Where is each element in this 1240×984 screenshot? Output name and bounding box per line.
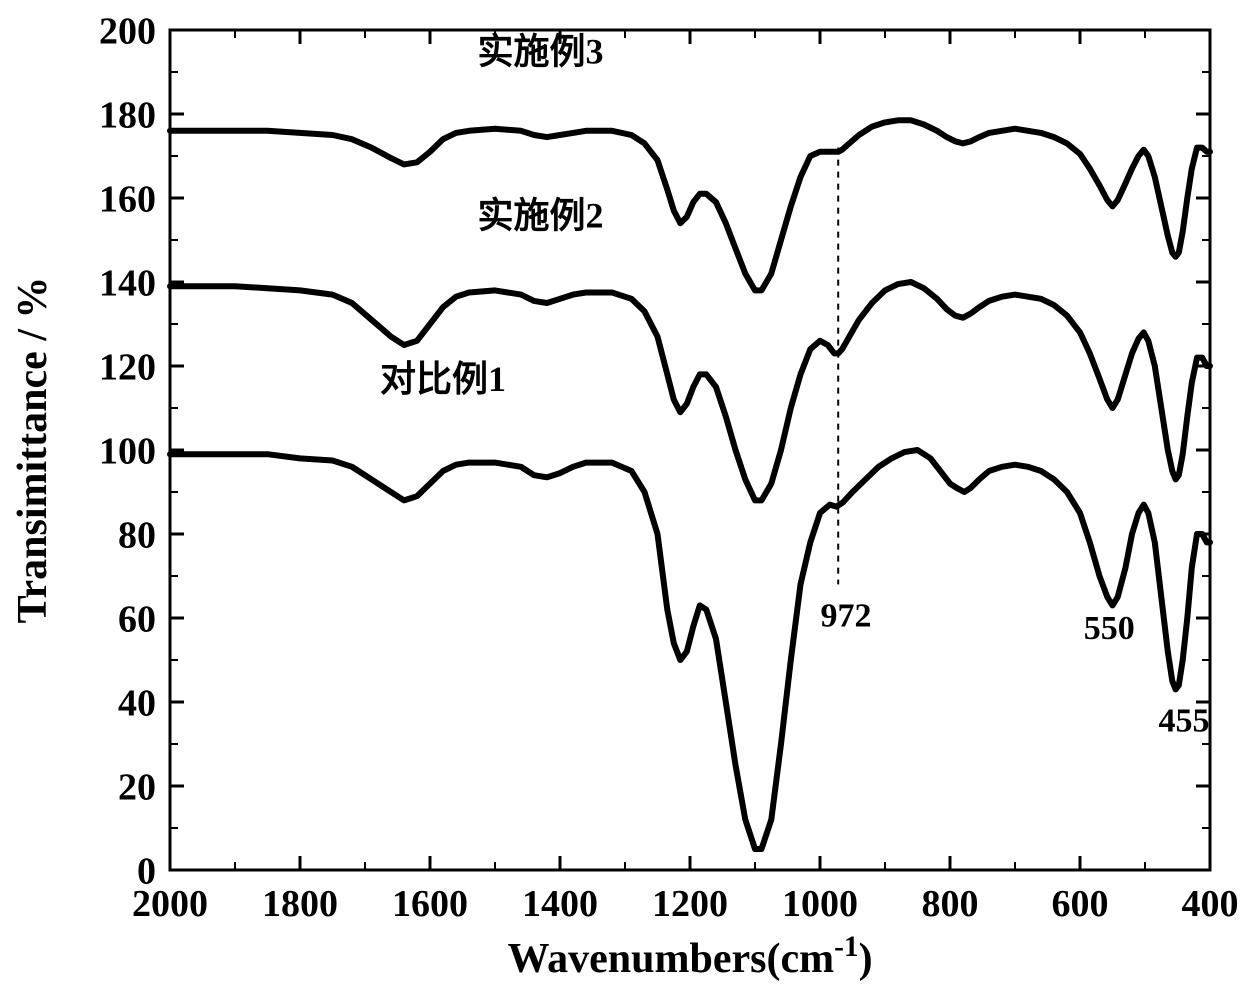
svg-text:对比例1: 对比例1 (380, 359, 506, 399)
svg-text:550: 550 (1084, 610, 1135, 647)
chart-svg: 2000180016001400120010008006004000204060… (0, 0, 1240, 984)
svg-text:600: 600 (1052, 883, 1109, 925)
svg-text:972: 972 (821, 597, 872, 634)
svg-text:60: 60 (118, 598, 156, 640)
svg-text:200: 200 (99, 10, 156, 52)
svg-text:1600: 1600 (392, 883, 468, 925)
svg-text:800: 800 (922, 883, 979, 925)
svg-text:400: 400 (1182, 883, 1239, 925)
svg-text:Transimittance / %: Transimittance / % (10, 277, 56, 624)
svg-text:1200: 1200 (652, 883, 728, 925)
svg-text:455: 455 (1159, 702, 1210, 739)
ftir-chart: 2000180016001400120010008006004000204060… (0, 0, 1240, 984)
svg-text:180: 180 (99, 94, 156, 136)
svg-text:40: 40 (118, 682, 156, 724)
svg-text:实施例2: 实施例2 (477, 195, 603, 235)
svg-text:100: 100 (99, 430, 156, 472)
svg-text:1400: 1400 (522, 883, 598, 925)
svg-text:1000: 1000 (782, 883, 858, 925)
svg-text:0: 0 (137, 850, 156, 892)
svg-text:实施例3: 实施例3 (477, 32, 603, 72)
svg-text:1800: 1800 (262, 883, 338, 925)
svg-text:160: 160 (99, 178, 156, 220)
svg-text:140: 140 (99, 262, 156, 304)
svg-text:Wavenumbers(cm-1): Wavenumbers(cm-1) (507, 931, 872, 982)
svg-text:120: 120 (99, 346, 156, 388)
svg-text:20: 20 (118, 766, 156, 808)
svg-text:80: 80 (118, 514, 156, 556)
